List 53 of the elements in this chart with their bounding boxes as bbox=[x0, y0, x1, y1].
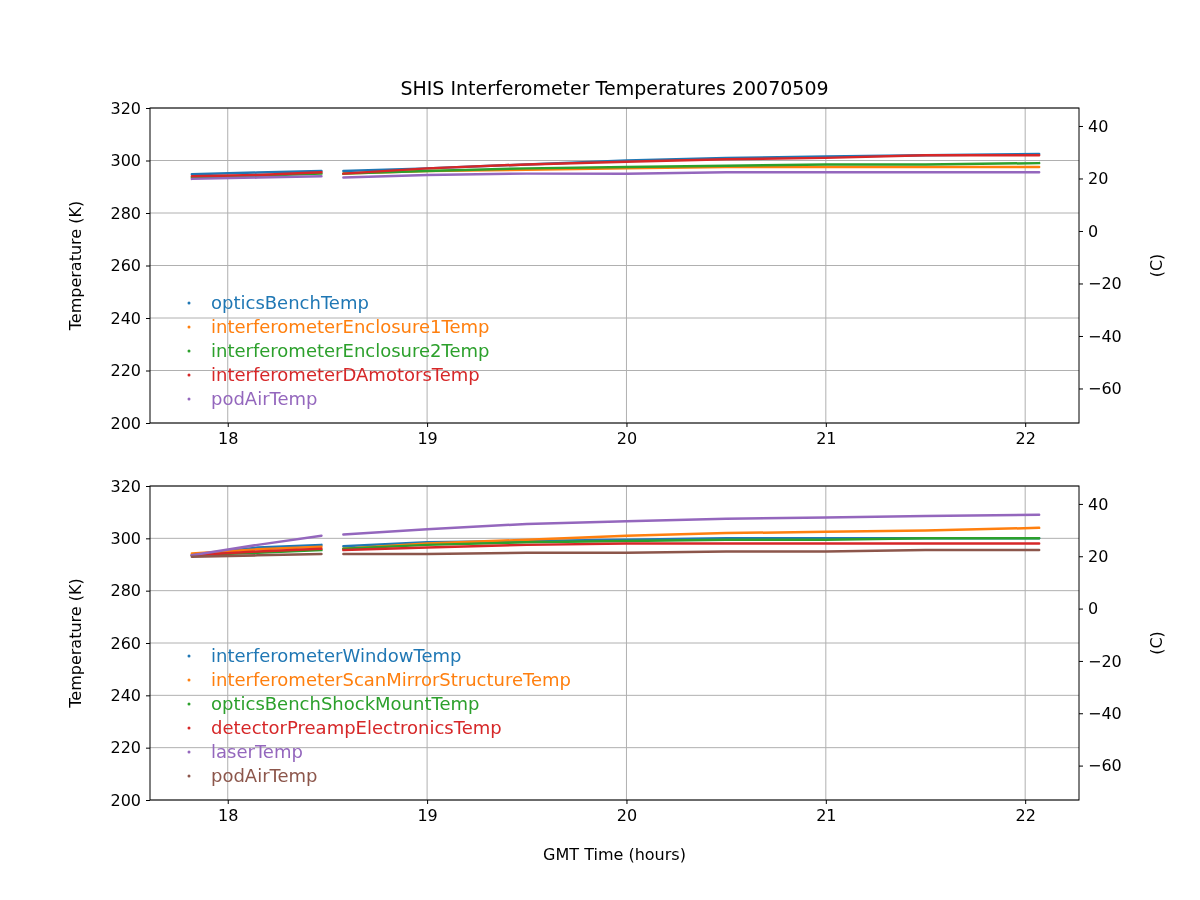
x-tick-label: 21 bbox=[816, 429, 837, 449]
text: opticsBenchTemp bbox=[211, 292, 369, 313]
text: interferometerWindowTemp bbox=[211, 645, 462, 666]
y-axis-title: Temperature (K) bbox=[66, 200, 85, 332]
x-tick-label: 18 bbox=[218, 429, 239, 449]
x-tick-label: 18 bbox=[218, 806, 239, 826]
y-tick-label: 240 bbox=[110, 685, 141, 705]
y-tick-label: 280 bbox=[110, 203, 141, 223]
y-tick-label: 280 bbox=[110, 581, 141, 601]
y2-tick-label: 40 bbox=[1088, 116, 1109, 136]
x-tick-label: 22 bbox=[1015, 806, 1036, 826]
chart-title: SHIS Interferometer Temperatures 20070509 bbox=[400, 77, 829, 99]
x-tick-label: 21 bbox=[816, 806, 837, 826]
x-tick-label: 19 bbox=[417, 806, 438, 826]
y2-tick-label: −40 bbox=[1088, 703, 1122, 723]
y2-tick-label: −40 bbox=[1088, 326, 1122, 346]
y2-tick-label: −20 bbox=[1088, 651, 1122, 671]
y2-tick-label: −60 bbox=[1088, 756, 1122, 776]
y-tick-label: 200 bbox=[110, 413, 141, 433]
y-tick-label: 320 bbox=[110, 476, 141, 496]
text: podAirTemp bbox=[211, 388, 318, 409]
text: interferometerEnclosure2Temp bbox=[211, 340, 490, 361]
y-tick-label: 300 bbox=[110, 151, 141, 171]
y2-tick-label: −60 bbox=[1088, 379, 1122, 399]
y-tick-label: 220 bbox=[110, 361, 141, 381]
x-tick-label: 20 bbox=[616, 429, 638, 449]
y-tick-label: 260 bbox=[110, 256, 141, 276]
y2-tick-label: 0 bbox=[1088, 599, 1099, 619]
text: laserTemp bbox=[211, 741, 303, 762]
y-tick-label: 260 bbox=[110, 633, 141, 653]
text: interferometerScanMirrorStructureTemp bbox=[211, 669, 572, 690]
y-axis-title: Temperature (K) bbox=[66, 578, 85, 709]
x-tick-label: 22 bbox=[1015, 429, 1036, 449]
x-tick-label: 19 bbox=[417, 429, 438, 449]
text: opticsBenchShockMountTemp bbox=[211, 693, 480, 714]
text: podAirTemp bbox=[211, 765, 318, 786]
y2-tick-label: 20 bbox=[1088, 546, 1109, 566]
x-axis-title: GMT Time (hours) bbox=[543, 845, 686, 864]
y2-tick-label: 40 bbox=[1088, 494, 1109, 514]
text: detectorPreampElectronicsTemp bbox=[211, 717, 502, 738]
y-tick-label: 200 bbox=[110, 790, 141, 810]
y2-tick-label: 0 bbox=[1088, 221, 1099, 241]
y2-axis-title: (C) bbox=[1147, 631, 1166, 655]
y2-tick-label: −20 bbox=[1088, 274, 1122, 294]
text: interferometerEnclosure1Temp bbox=[211, 316, 490, 337]
y-tick-label: 240 bbox=[110, 308, 141, 328]
y2-tick-label: 20 bbox=[1088, 169, 1109, 189]
y-tick-label: 220 bbox=[110, 738, 141, 758]
y2-axis-title: (C) bbox=[1147, 253, 1166, 278]
x-tick-label: 20 bbox=[616, 806, 638, 826]
y-tick-label: 320 bbox=[110, 98, 141, 118]
y-tick-label: 300 bbox=[110, 528, 141, 548]
text: interferometerDAmotorsTemp bbox=[211, 364, 480, 385]
